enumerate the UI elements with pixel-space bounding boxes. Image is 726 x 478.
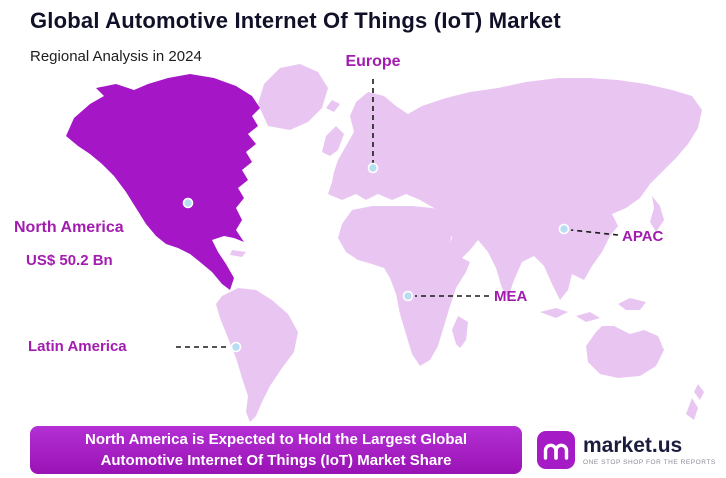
- mea-marker-dot: [402, 290, 414, 302]
- new-zealand-shape-2: [694, 384, 704, 400]
- region-value-north-america: US$ 50.2 Bn: [26, 252, 113, 269]
- north-america-marker-dot: [182, 197, 194, 209]
- continents-base: [216, 64, 704, 422]
- region-label-europe: Europe: [345, 53, 401, 70]
- brand-logo: market.us ONE STOP SHOP FOR THE REPORTS: [537, 431, 716, 469]
- uk-shape: [322, 126, 344, 156]
- australia-shape: [586, 326, 664, 378]
- africa-shape: [338, 206, 470, 366]
- region-label-latin-america: Latin America: [28, 338, 127, 355]
- logo-tagline: ONE STOP SHOP FOR THE REPORTS: [583, 458, 716, 466]
- logo-text-block: market.us ONE STOP SHOP FOR THE REPORTS: [583, 433, 716, 466]
- indonesia-shape-1: [540, 308, 568, 318]
- region-label-apac: APAC: [622, 228, 664, 245]
- region-label-mea: MEA: [494, 288, 528, 305]
- region-label-north-america: North America: [14, 219, 124, 236]
- indonesia-shape-2: [576, 312, 600, 322]
- marker-dots: [182, 162, 570, 353]
- caribbean-shape: [230, 250, 246, 257]
- header: Global Automotive Internet Of Things (Io…: [30, 8, 561, 65]
- north-america-region-highlight: [66, 74, 260, 290]
- connector-lines: [176, 79, 619, 348]
- japan-shape: [650, 196, 664, 232]
- new-zealand-shape-1: [686, 398, 698, 420]
- greenland-shape: [258, 64, 328, 130]
- footer-banner: North America is Expected to Hold the La…: [30, 426, 522, 474]
- latin-america-marker-dot: [230, 341, 242, 353]
- europe-marker-dot: [367, 162, 379, 174]
- new-guinea-shape: [618, 298, 646, 310]
- apac-connector-line: [570, 229, 619, 236]
- apac-marker-dot: [558, 223, 570, 235]
- banner-line-1: North America is Expected to Hold the La…: [84, 431, 468, 448]
- marketus-logo-icon: [537, 431, 575, 469]
- logo-name: market.us: [583, 433, 683, 457]
- iceland-shape: [326, 100, 340, 112]
- page-title: Global Automotive Internet Of Things (Io…: [30, 8, 561, 33]
- madagascar-shape: [452, 316, 468, 348]
- south-america-shape: [216, 288, 298, 422]
- page-subtitle: Regional Analysis in 2024: [30, 48, 202, 65]
- banner-line-2: Automotive Internet Of Things (IoT) Mark…: [100, 452, 452, 469]
- eurasia-shape: [328, 78, 702, 300]
